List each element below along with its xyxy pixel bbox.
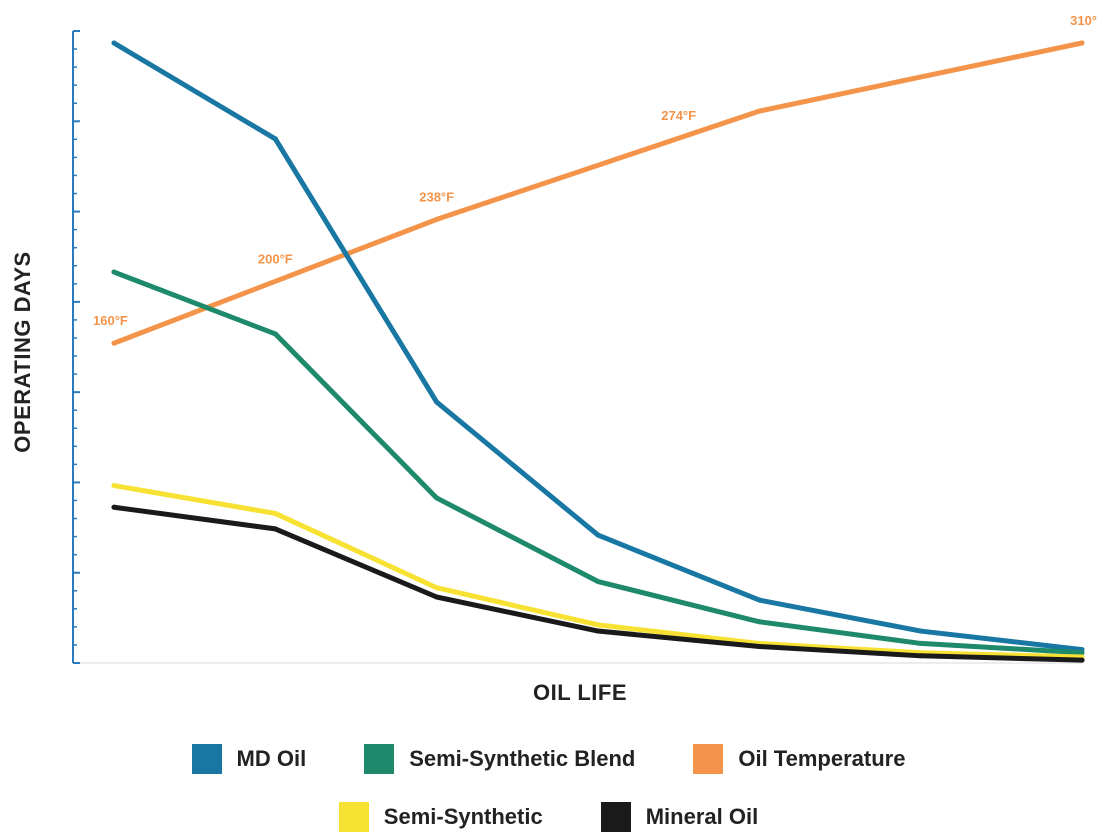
data-point-semi-synthetic	[111, 483, 117, 489]
legend-item-oil-temperature: Oil Temperature	[693, 744, 905, 774]
data-point-md-oil	[272, 136, 278, 142]
data-point-oil-temperature	[1079, 40, 1085, 46]
legend-label-semi-synthetic: Semi-Synthetic	[383, 804, 543, 829]
legend-row-2: Semi-Synthetic Mineral Oil	[0, 802, 1097, 832]
legend-label-semi-synthetic-blend: Semi-Synthetic Blend	[409, 746, 636, 771]
legend-label-md-oil: MD Oil	[236, 746, 307, 771]
temperature-label: 200°F	[258, 251, 293, 266]
chart-axes	[72, 30, 1083, 664]
data-point-mineral-oil	[1079, 657, 1085, 663]
legend-row-1: MD Oil Semi-Synthetic Blend Oil Temperat…	[0, 744, 1097, 774]
y-axis-title: OPERATING DAYS	[10, 251, 35, 452]
data-point-semi-synthetic	[434, 585, 440, 591]
legend-item-semi-synthetic: Semi-Synthetic	[338, 802, 543, 832]
data-point-oil-temperature	[756, 108, 762, 114]
data-point-semi-synthetic-blend	[918, 640, 924, 646]
data-point-semi-synthetic-blend	[272, 331, 278, 337]
data-point-semi-synthetic-blend	[434, 495, 440, 501]
data-point-semi-synthetic-blend	[1079, 650, 1085, 656]
data-point-mineral-oil	[756, 644, 762, 650]
temperature-label: 160°F	[93, 313, 128, 328]
data-point-md-oil	[434, 399, 440, 405]
data-point-mineral-oil	[595, 628, 601, 634]
legend-item-mineral-oil: Mineral Oil	[600, 802, 759, 832]
data-point-semi-synthetic-blend	[111, 269, 117, 275]
legend-label-mineral-oil: Mineral Oil	[645, 804, 759, 829]
data-point-md-oil	[595, 532, 601, 538]
data-point-md-oil	[918, 628, 924, 634]
data-point-semi-synthetic	[595, 622, 601, 628]
legend-item-md-oil: MD Oil	[191, 744, 307, 774]
data-point-semi-synthetic-blend	[595, 579, 601, 585]
data-point-mineral-oil	[111, 504, 117, 510]
legend-label-oil-temperature: Oil Temperature	[738, 746, 906, 771]
data-point-oil-temperature	[434, 216, 440, 222]
data-point-oil-temperature	[111, 340, 117, 346]
legend-swatch-mineral-oil	[600, 802, 631, 832]
data-point-mineral-oil	[272, 526, 278, 532]
data-point-md-oil	[756, 597, 762, 603]
data-point-mineral-oil	[918, 653, 924, 659]
x-axis-title: OIL LIFE	[533, 680, 627, 705]
chart-series	[111, 40, 1085, 663]
data-point-mineral-oil	[434, 594, 440, 600]
temperature-labels: 160°F 200°F 238°F 274°F 310°	[93, 13, 1097, 328]
series-line-semi-synthetic-blend	[111, 269, 1085, 656]
temperature-label: 238°F	[419, 189, 454, 204]
legend-swatch-md-oil	[191, 744, 222, 774]
legend-swatch-semi-synthetic-blend	[364, 744, 395, 774]
legend-swatch-semi-synthetic	[338, 802, 369, 832]
legend-item-semi-synthetic-blend: Semi-Synthetic Blend	[364, 744, 635, 774]
temperature-label: 310°	[1070, 13, 1097, 28]
series-line-oil-temperature	[111, 40, 1085, 346]
data-point-semi-synthetic	[272, 510, 278, 516]
series-line-md-oil	[111, 40, 1085, 653]
temperature-label: 274°F	[661, 108, 696, 123]
data-point-md-oil	[111, 40, 117, 46]
legend-swatch-oil-temperature	[693, 744, 724, 774]
data-point-semi-synthetic-blend	[756, 619, 762, 625]
